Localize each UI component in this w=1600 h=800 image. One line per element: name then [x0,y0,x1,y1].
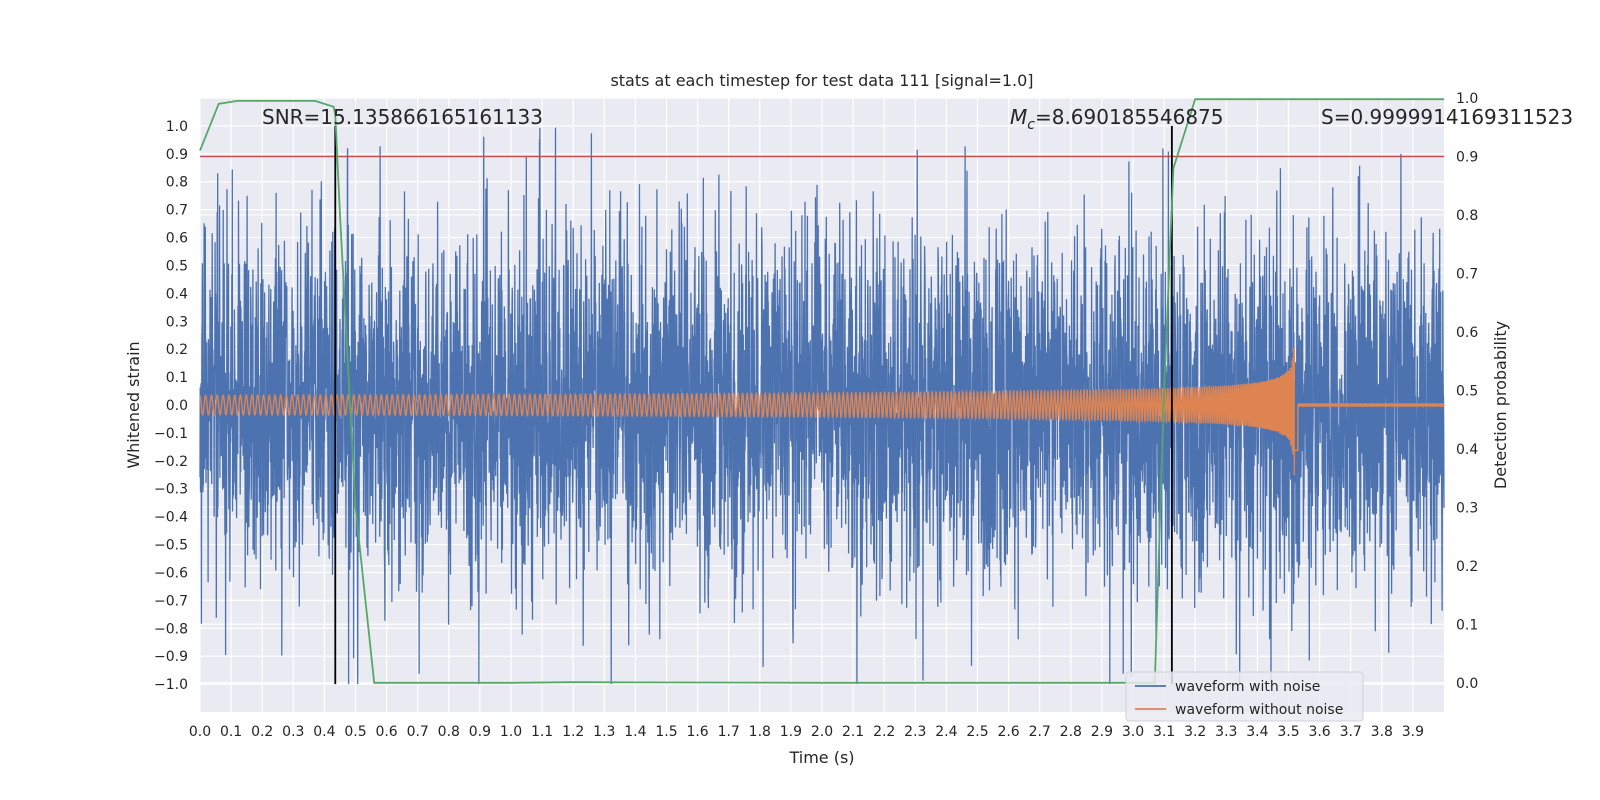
chirp-mass-value: =8.690185546875 [1035,105,1224,129]
y-tick-label-left: 0.8 [166,175,188,191]
x-axis-label: Time (s) [788,748,854,767]
y-tick-label-left: −0.6 [154,565,188,581]
y-tick-label-left: −0.5 [154,538,188,554]
y-tick-label-left: 1.0 [166,119,188,135]
y-tick-label-left: −0.1 [154,426,188,442]
y-tick-label-left: 0.6 [166,231,188,247]
y-tick-label-left: 0.2 [166,342,188,358]
y-axis-label-left: Whitened strain [124,341,143,468]
y-tick-label-right: 0.6 [1456,325,1478,341]
score-annotation: S=0.9999914169311523 [1321,105,1573,129]
y-tick-label-left: −0.2 [154,454,188,470]
x-tick-label: 0.4 [313,724,335,740]
y-tick-label-left: 0.0 [166,398,188,414]
x-tick-label: 2.4 [935,724,957,740]
y-tick-label-right: 0.1 [1456,617,1478,633]
x-tick-label: 1.7 [718,724,740,740]
x-tick-label: 3.5 [1277,724,1299,740]
x-tick-label: 2.3 [904,724,926,740]
x-tick-label: 0.8 [438,724,460,740]
x-tick-label: 3.1 [1153,724,1175,740]
x-tick-label: 2.8 [1060,724,1082,740]
y-tick-label-right: 0.5 [1456,383,1478,399]
x-tick-label: 2.2 [873,724,895,740]
x-tick-label: 2.5 [966,724,988,740]
x-tick-label: 0.3 [282,724,304,740]
x-tick-label: 3.6 [1308,724,1330,740]
chirp-mass-subscript: c [1027,117,1035,133]
y-tick-label-right: 0.7 [1456,266,1478,282]
x-tick-label: 0.7 [407,724,429,740]
x-tick-label: 0.6 [375,724,397,740]
y-tick-label-right: 0.3 [1456,500,1478,516]
legend: waveform with noise waveform without noi… [1125,671,1364,722]
y-tick-label-left: 0.1 [166,370,188,386]
x-tick-label: 1.2 [562,724,584,740]
y-tick-label-left: 0.4 [166,286,188,302]
x-tick-label: 3.4 [1246,724,1268,740]
x-tick-label: 1.6 [686,724,708,740]
x-tick-label: 2.7 [1029,724,1051,740]
y-tick-label-left: −0.7 [154,593,188,609]
x-tick-label: 2.6 [997,724,1019,740]
y-tick-label-left: 0.9 [166,147,188,163]
y-axis-label-right: Detection probability [1491,321,1510,489]
snr-annotation: SNR=15.135866165161133 [262,105,543,129]
x-tick-label: 0.9 [469,724,491,740]
x-tick-label: 1.1 [531,724,553,740]
chirp-mass-symbol: M [1010,105,1027,129]
x-tick-label: 0.2 [251,724,273,740]
x-tick-label: 1.8 [749,724,771,740]
x-tick-label: 1.5 [655,724,677,740]
x-tick-label: 0.0 [189,724,211,740]
x-tick-label: 3.9 [1402,724,1424,740]
x-tick-label: 1.0 [500,724,522,740]
y-tick-label-left: −0.9 [154,649,188,665]
x-tick-label: 3.2 [1184,724,1206,740]
y-tick-label-right: 0.2 [1456,559,1478,575]
y-tick-label-right: 0.4 [1456,442,1478,458]
x-tick-label: 2.9 [1091,724,1113,740]
x-tick-label: 3.8 [1371,724,1393,740]
y-tick-label-left: −0.4 [154,510,188,526]
x-tick-label: 3.0 [1122,724,1144,740]
y-tick-label-right: 1.0 [1456,91,1478,107]
x-tick-label: 1.9 [780,724,802,740]
y-tick-label-left: −1.0 [154,677,188,693]
x-tick-label: 0.5 [344,724,366,740]
series-layer [199,98,1445,685]
x-tick-label: 3.3 [1215,724,1237,740]
legend-label-noise: waveform with noise [1175,679,1320,695]
x-tick-label: 1.3 [593,724,615,740]
chirp-mass-annotation: Mc=8.690185546875 [1010,105,1224,133]
y-tick-label-right: 0.8 [1456,208,1478,224]
y-tick-label-right: 0.0 [1456,676,1478,692]
tick-layer: 0.0 0.1 0.2 0.3 0.4 0.5 0.6 0.7 0.8 0.9 1.0 1.1 1.2 1… [154,91,1478,740]
x-tick-label: 2.0 [811,724,833,740]
series-waveform-without-noise [199,347,1445,476]
x-tick-label: 2.1 [842,724,864,740]
series-detection-probability [199,98,1444,684]
x-tick-label: 3.7 [1340,724,1362,740]
x-tick-label: 1.4 [624,724,646,740]
chart-title: stats at each timestep for test data 111… [610,71,1033,90]
legend-label-clean: waveform without noise [1175,702,1343,718]
series-waveform-with-noise [199,127,1445,685]
y-tick-label-left: −0.3 [154,482,188,498]
y-tick-label-left: 0.3 [166,314,188,330]
legend-box [1125,671,1364,722]
y-tick-label-left: 0.5 [166,258,188,274]
y-tick-label-left: −0.8 [154,621,188,637]
y-tick-label-right: 0.9 [1456,149,1478,165]
x-tick-label: 0.1 [220,724,242,740]
y-tick-label-left: 0.7 [166,203,188,219]
